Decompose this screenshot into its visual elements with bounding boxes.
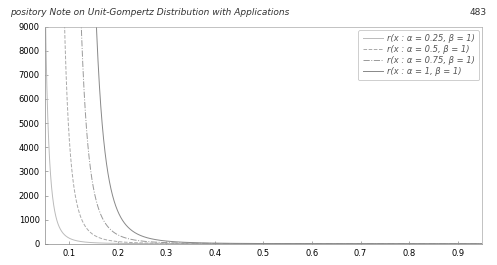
r(x : α = 0.75, β = 1): (0.83, 1.27): α = 0.75, β = 1): (0.83, 1.27) [421,242,427,245]
Text: pository Note on Unit-Gompertz Distribution with Applications: pository Note on Unit-Gompertz Distribut… [10,8,289,17]
r(x : α = 0.5, β = 1): (0.83, 0.803): α = 0.5, β = 1): (0.83, 0.803) [421,242,427,245]
Line: r(x : α = 0.5, β = 1): r(x : α = 0.5, β = 1) [45,0,497,244]
r(x : α = 0.25, β = 1): (0.223, 12): α = 0.25, β = 1): (0.223, 12) [126,242,132,245]
r(x : α = 0.75, β = 1): (0.758, 1.66): α = 0.75, β = 1): (0.758, 1.66) [386,242,392,245]
r(x : α = 0.75, β = 1): (0.223, 205): α = 0.75, β = 1): (0.223, 205) [126,237,132,240]
r(x : α = 0.25, β = 1): (0.668, 0.635): α = 0.25, β = 1): (0.668, 0.635) [342,242,348,245]
r(x : α = 1, β = 1): (0.62, 4.81): α = 1, β = 1): (0.62, 4.81) [319,242,325,245]
r(x : α = 0.5, β = 1): (0.758, 1.02): α = 0.5, β = 1): (0.758, 1.02) [386,242,392,245]
r(x : α = 1, β = 1): (0.758, 2.39): α = 1, β = 1): (0.758, 2.39) [386,242,392,245]
r(x : α = 0.5, β = 1): (0.413, 5.96): α = 0.5, β = 1): (0.413, 5.96) [218,242,224,245]
Legend: r(x : α = 0.25, β = 1), r(x : α = 0.5, β = 1), r(x : α = 0.75, β = 1), r(x : α =: r(x : α = 0.25, β = 1), r(x : α = 0.5, β… [358,30,479,80]
r(x : α = 0.75, β = 1): (0.668, 2.45): α = 0.75, β = 1): (0.668, 2.45) [342,242,348,245]
r(x : α = 0.25, β = 1): (0.62, 0.759): α = 0.25, β = 1): (0.62, 0.759) [319,242,325,245]
Text: 483: 483 [470,8,487,17]
r(x : α = 1, β = 1): (0.413, 24.2): α = 1, β = 1): (0.413, 24.2) [218,242,224,245]
r(x : α = 0.25, β = 1): (0.051, 1.01e+04): α = 0.25, β = 1): (0.051, 1.01e+04) [42,0,48,2]
r(x : α = 0.5, β = 1): (0.223, 57.2): α = 0.5, β = 1): (0.223, 57.2) [126,241,132,244]
r(x : α = 1, β = 1): (0.83, 1.78): α = 1, β = 1): (0.83, 1.78) [421,242,427,245]
r(x : α = 1, β = 1): (0.223, 652): α = 1, β = 1): (0.223, 652) [126,227,132,230]
r(x : α = 0.25, β = 1): (0.83, 0.382): α = 0.25, β = 1): (0.83, 0.382) [421,242,427,245]
r(x : α = 0.75, β = 1): (0.413, 12.7): α = 0.75, β = 1): (0.413, 12.7) [218,242,224,245]
Line: r(x : α = 0.75, β = 1): r(x : α = 0.75, β = 1) [45,0,497,244]
r(x : α = 1, β = 1): (0.668, 3.69): α = 1, β = 1): (0.668, 3.69) [342,242,348,245]
r(x : α = 0.25, β = 1): (0.758, 0.471): α = 0.25, β = 1): (0.758, 0.471) [386,242,392,245]
r(x : α = 0.5, β = 1): (0.668, 1.44): α = 0.5, β = 1): (0.668, 1.44) [342,242,348,245]
r(x : α = 0.75, β = 1): (0.62, 3.1): α = 0.75, β = 1): (0.62, 3.1) [319,242,325,245]
r(x : α = 0.5, β = 1): (0.62, 1.77): α = 0.5, β = 1): (0.62, 1.77) [319,242,325,245]
r(x : α = 0.25, β = 1): (0.413, 2.09): α = 0.25, β = 1): (0.413, 2.09) [218,242,224,245]
Line: r(x : α = 0.25, β = 1): r(x : α = 0.25, β = 1) [45,1,497,244]
Line: r(x : α = 1, β = 1): r(x : α = 1, β = 1) [45,0,497,244]
